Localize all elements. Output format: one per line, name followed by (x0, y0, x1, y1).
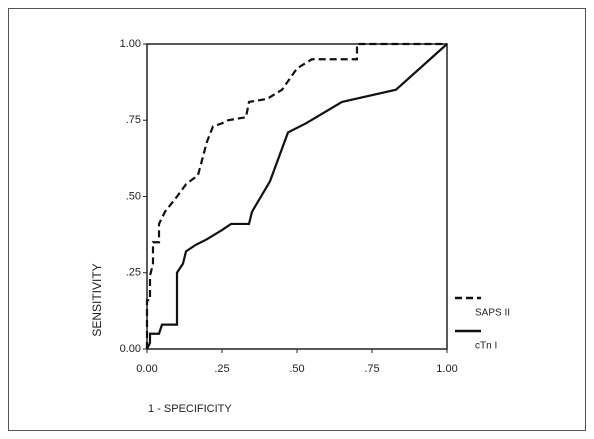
plot-frame (146, 43, 448, 350)
x-tick-label: .25 (214, 363, 229, 375)
y-tick-label: .75 (126, 114, 141, 126)
x-tick-label: .50 (289, 363, 304, 375)
y-tick-label: .25 (126, 267, 141, 279)
roc-line (145, 42, 447, 349)
y-axis-label: SENSITIVITY (90, 263, 104, 336)
y-tick-label: 0.00 (120, 343, 141, 355)
legend-label: SAPS II (475, 308, 510, 319)
x-tick-label: 1.00 (436, 363, 457, 375)
roc-line (146, 43, 448, 350)
x-axis-label: 1 - SPECIFICITY (148, 403, 232, 415)
y-tick-label: .50 (126, 190, 141, 202)
x-tick-label: 0.00 (136, 363, 157, 375)
y-tick-label: 1.00 (120, 38, 141, 50)
frame (8, 8, 586, 431)
x-tick-label: .75 (364, 363, 379, 375)
legend-label: cTn I (475, 341, 497, 352)
